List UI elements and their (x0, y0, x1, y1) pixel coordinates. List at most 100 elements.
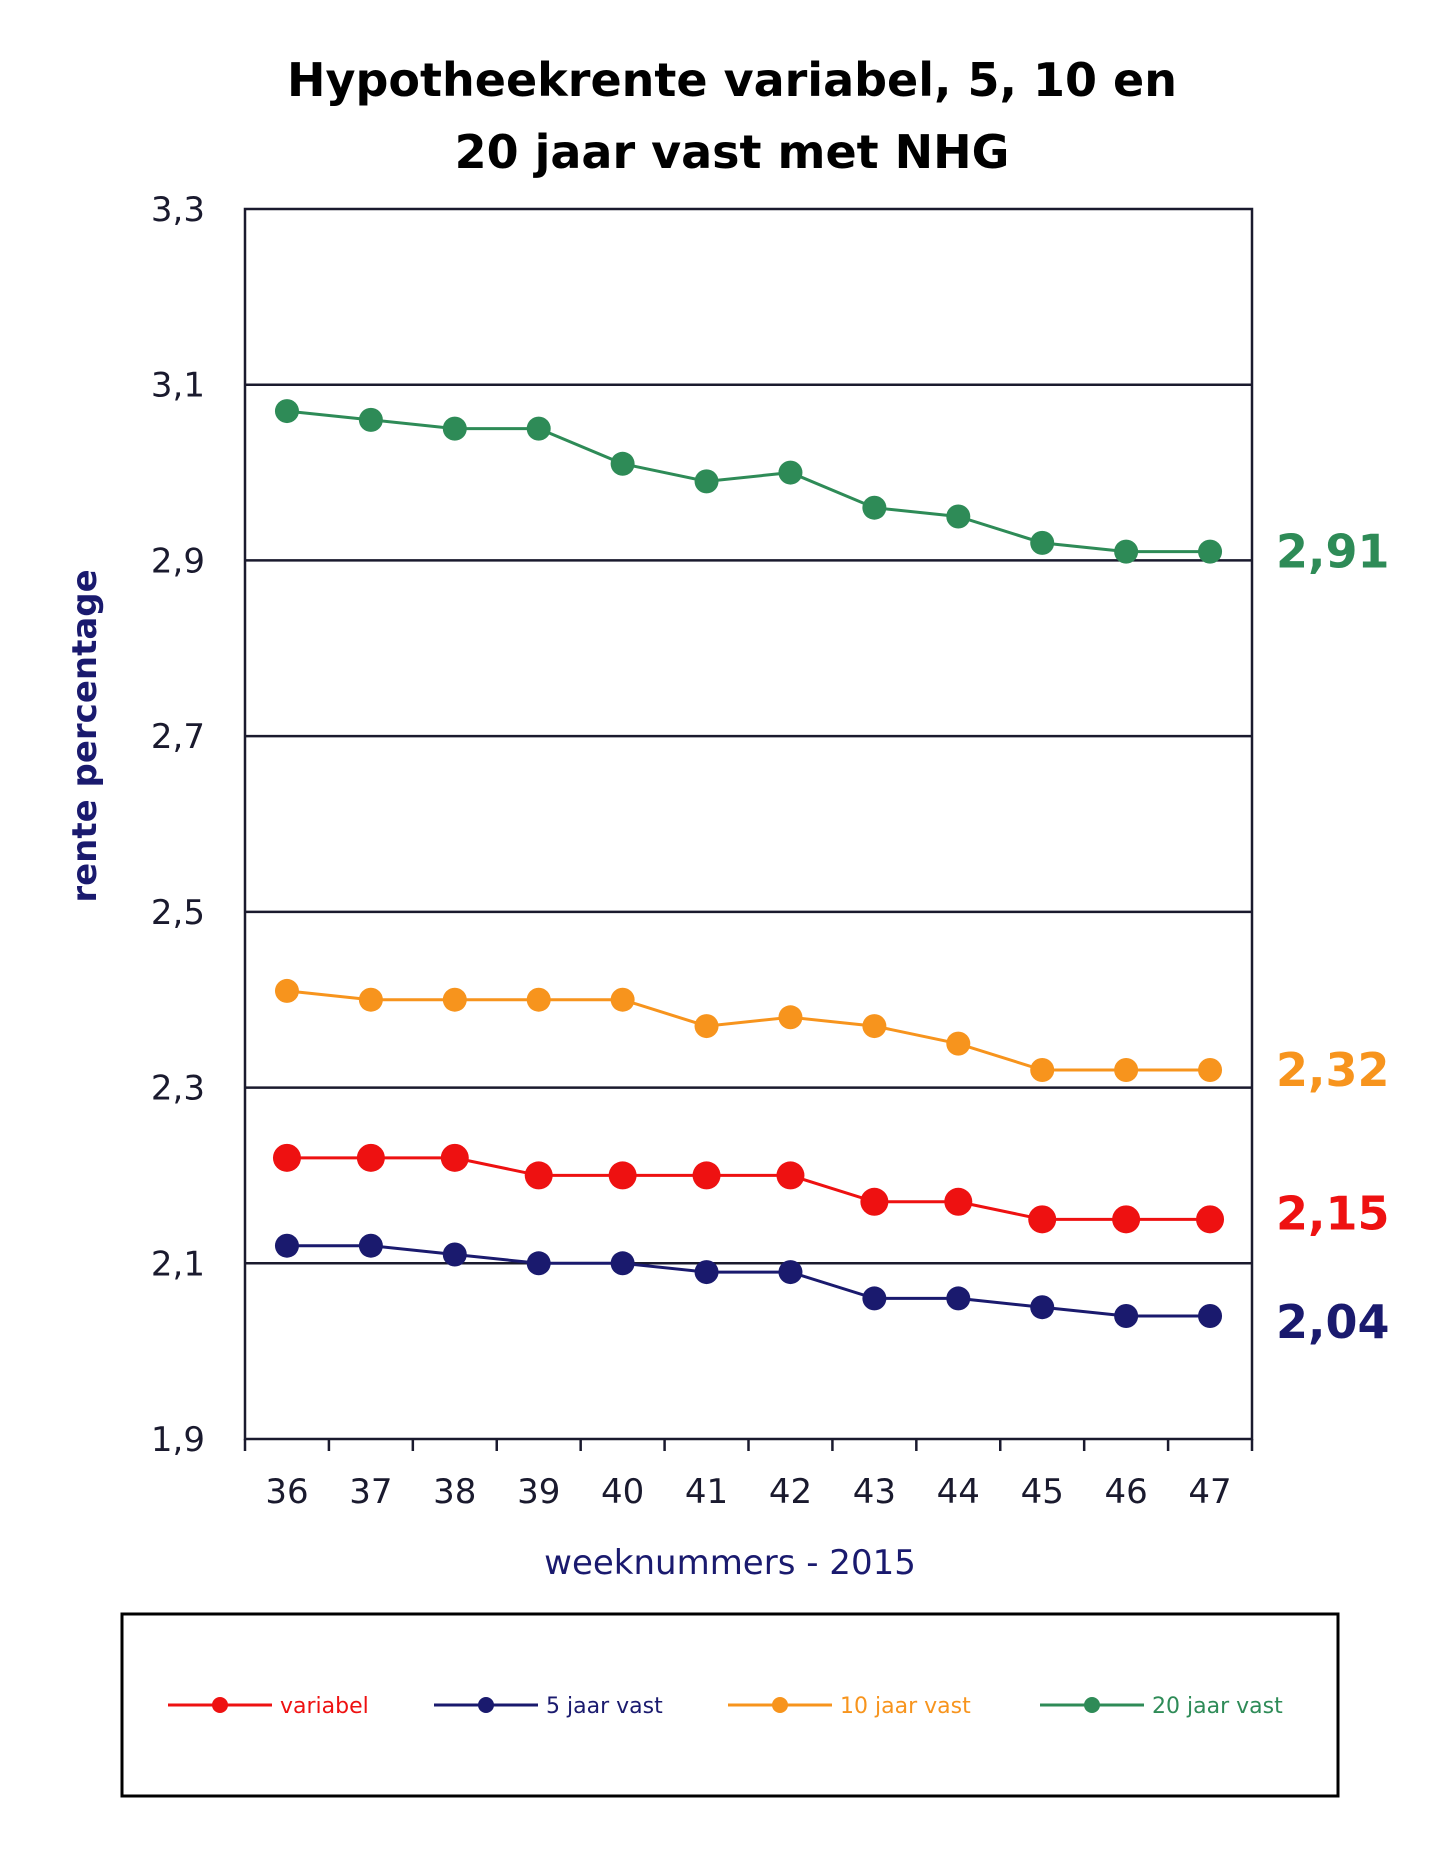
y-axis-label: rente percentage (65, 569, 105, 902)
legend-label: 10 jaar vast (840, 1694, 971, 1719)
x-tick-label: 36 (265, 1472, 308, 1512)
data-point (610, 987, 635, 1012)
data-point (1028, 1205, 1057, 1234)
end-labels: 2,15 2,04 2,32 2,91 (1276, 525, 1390, 1349)
y-axis-ticks: 1,9 2,1 2,3 2,5 2,7 2,9 3,1 3,3 (151, 190, 205, 1460)
series-group (272, 399, 1225, 1328)
data-point (526, 416, 551, 441)
legend-label: 5 jaar vast (546, 1694, 663, 1719)
grid-lines (245, 383, 1252, 1265)
data-point (440, 1143, 469, 1172)
y-tick-label: 2,7 (151, 717, 205, 757)
data-point (694, 469, 719, 494)
series-3 (274, 399, 1223, 564)
legend-marker (772, 1697, 788, 1713)
data-point (358, 407, 383, 432)
data-point (526, 1251, 551, 1276)
legend-marker (1084, 1697, 1100, 1713)
data-point (862, 495, 887, 520)
x-tick-label: 46 (1104, 1472, 1147, 1512)
data-point (944, 1187, 973, 1216)
end-value-label: 2,15 (1276, 1186, 1390, 1240)
data-point (1198, 1058, 1223, 1082)
data-point (1114, 539, 1139, 564)
data-point (1030, 1058, 1055, 1082)
legend: variabel 5 jaar vast 10 jaar vast 20 jaar v… (168, 1694, 1283, 1719)
data-point (274, 978, 299, 1003)
y-tick-label: 3,1 (151, 366, 205, 406)
data-point (274, 399, 299, 424)
data-point (946, 504, 971, 529)
data-point (356, 1143, 385, 1172)
data-point (778, 1260, 803, 1285)
series-line (286, 989, 1211, 1072)
data-point (778, 460, 803, 485)
data-point (694, 1014, 719, 1039)
data-point (1030, 1295, 1055, 1320)
data-point (358, 1233, 383, 1258)
x-axis-ticks: 36 37 38 39 40 41 42 43 44 45 46 47 (243, 1439, 1254, 1512)
data-point (694, 1260, 719, 1285)
legend-item: 10 jaar vast (728, 1694, 971, 1719)
x-axis-label: weeknummers - 2015 (544, 1543, 916, 1583)
end-value-label: 2,04 (1276, 1295, 1390, 1349)
legend-item: 5 jaar vast (434, 1694, 663, 1719)
data-point (1114, 1058, 1139, 1082)
legend-marker (478, 1697, 494, 1713)
legend-marker (212, 1697, 228, 1713)
data-point (860, 1187, 889, 1216)
y-tick-label: 3,3 (151, 190, 205, 230)
data-point (442, 987, 467, 1012)
series-2 (274, 978, 1223, 1082)
data-point (442, 416, 467, 441)
series-line (286, 409, 1211, 554)
legend-label: 20 jaar vast (1152, 1694, 1283, 1719)
series-1 (274, 1233, 1223, 1328)
data-point (1030, 530, 1055, 555)
plot-area-frame (243, 207, 1254, 1441)
end-value-label: 2,91 (1276, 525, 1390, 579)
data-point (1196, 1205, 1225, 1234)
chart-title-line-2: 20 jaar vast met NHG (455, 125, 1010, 179)
chart-title-line-1: Hypotheekrente variabel, 5, 10 en (287, 53, 1177, 107)
y-tick-label: 2,1 (151, 1244, 205, 1284)
x-tick-label: 37 (349, 1472, 392, 1512)
data-point (946, 1031, 971, 1056)
data-point (946, 1286, 971, 1311)
data-point (442, 1242, 467, 1267)
legend-item: 20 jaar vast (1040, 1694, 1283, 1719)
data-point (272, 1143, 301, 1172)
x-tick-label: 45 (1021, 1472, 1064, 1512)
y-tick-label: 2,3 (151, 1069, 205, 1109)
x-tick-label: 39 (517, 1472, 560, 1512)
legend-label: variabel (280, 1694, 369, 1719)
y-tick-label: 1,9 (151, 1420, 205, 1460)
data-point (610, 451, 635, 476)
data-point (358, 987, 383, 1012)
data-point (778, 1005, 803, 1030)
data-point (1112, 1205, 1141, 1234)
legend-item: variabel (168, 1694, 369, 1719)
data-point (862, 1014, 887, 1039)
x-tick-label: 43 (853, 1472, 896, 1512)
y-tick-label: 2,9 (151, 541, 205, 581)
data-point (524, 1161, 553, 1190)
data-point (274, 1233, 299, 1258)
data-point (862, 1286, 887, 1311)
x-tick-label: 40 (601, 1472, 644, 1512)
data-point (1114, 1304, 1139, 1328)
x-tick-label: 42 (769, 1472, 812, 1512)
end-value-label: 2,32 (1276, 1043, 1390, 1097)
data-point (608, 1161, 637, 1190)
data-point (1198, 1304, 1223, 1328)
x-tick-label: 44 (937, 1472, 980, 1512)
x-tick-label: 38 (433, 1472, 476, 1512)
series-line (286, 1244, 1211, 1318)
data-point (610, 1251, 635, 1276)
data-point (776, 1161, 805, 1190)
series-line (286, 1156, 1211, 1221)
x-tick-label: 41 (685, 1472, 728, 1512)
y-tick-label: 2,5 (151, 893, 205, 933)
series-0 (272, 1143, 1225, 1234)
